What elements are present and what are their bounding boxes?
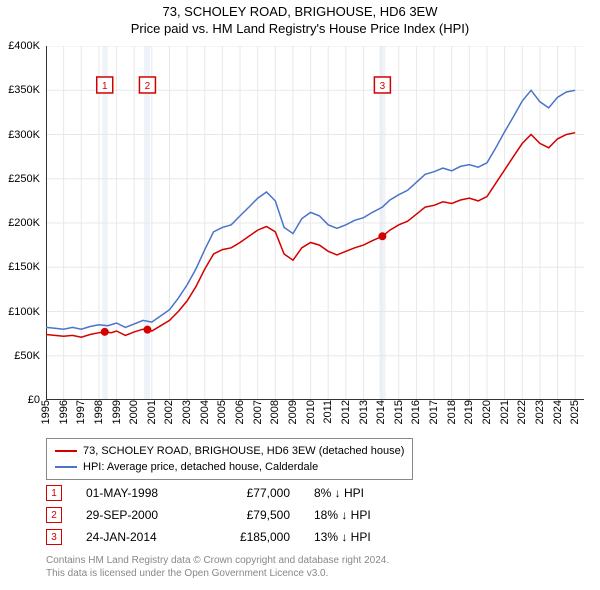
transaction-marker-box: 3 (46, 529, 62, 545)
legend-swatch-price-paid (55, 450, 77, 452)
x-tick-label: 2007 (252, 400, 264, 424)
y-tick-label: £100K (8, 306, 40, 318)
transaction-price: £79,500 (210, 508, 290, 522)
transactions-table: 1 01-MAY-1998 £77,000 8% ↓ HPI 2 29-SEP-2000 £… (46, 482, 424, 548)
y-tick-label: £0 (28, 394, 40, 406)
svg-text:3: 3 (380, 81, 386, 92)
y-tick-label: £50K (14, 350, 40, 362)
chart-svg: 1 2 3 (46, 46, 584, 400)
attribution-line1: Contains HM Land Registry data © Crown c… (46, 554, 389, 567)
x-tick-label: 2006 (234, 400, 246, 424)
x-tick-label: 2023 (534, 400, 546, 424)
x-tick-label: 1997 (75, 400, 87, 424)
x-tick-label: 1996 (58, 400, 70, 424)
x-tick-label: 2001 (146, 400, 158, 424)
x-tick-label: 2003 (181, 400, 193, 424)
x-tick-label: 2011 (322, 400, 334, 424)
legend-box: 73, SCHOLEY ROAD, BRIGHOUSE, HD6 3EW (de… (46, 438, 413, 480)
transaction-price: £77,000 (210, 486, 290, 500)
y-tick-label: £400K (8, 40, 40, 52)
y-tick-label: £300K (8, 129, 40, 141)
attribution-text: Contains HM Land Registry data © Crown c… (46, 554, 389, 580)
x-tick-label: 2008 (269, 400, 281, 424)
title-subtitle: Price paid vs. HM Land Registry's House … (0, 21, 600, 36)
title-block: 73, SCHOLEY ROAD, BRIGHOUSE, HD6 3EW Pri… (0, 0, 600, 36)
x-tick-label: 2014 (375, 400, 387, 424)
x-tick-label: 2000 (128, 400, 140, 424)
x-tick-label: 2017 (428, 400, 440, 424)
x-tick-label: 2009 (287, 400, 299, 424)
transaction-date: 29-SEP-2000 (86, 508, 186, 522)
transaction-delta: 13% ↓ HPI (314, 530, 424, 544)
x-tick-label: 2025 (569, 400, 581, 424)
legend-item-hpi: HPI: Average price, detached house, Cald… (55, 459, 404, 475)
transaction-marker-box: 1 (46, 485, 62, 501)
transaction-row: 2 29-SEP-2000 £79,500 18% ↓ HPI (46, 504, 424, 526)
chart-container: 73, SCHOLEY ROAD, BRIGHOUSE, HD6 3EW Pri… (0, 0, 600, 590)
chart-plot-area: 1 2 3 (46, 46, 584, 400)
legend-swatch-hpi (55, 466, 77, 468)
transaction-price: £185,000 (210, 530, 290, 544)
x-tick-label: 2004 (199, 400, 211, 424)
svg-text:1: 1 (102, 81, 108, 92)
x-tick-label: 1998 (93, 400, 105, 424)
x-tick-label: 2020 (481, 400, 493, 424)
transaction-date: 01-MAY-1998 (86, 486, 186, 500)
x-tick-label: 2010 (305, 400, 317, 424)
x-tick-label: 2021 (499, 400, 511, 424)
transaction-date: 24-JAN-2014 (86, 530, 186, 544)
transaction-marker-box: 2 (46, 507, 62, 523)
x-tick-label: 2013 (358, 400, 370, 424)
y-tick-label: £150K (8, 261, 40, 273)
x-tick-label: 2018 (446, 400, 458, 424)
x-tick-label: 2002 (163, 400, 175, 424)
x-tick-label: 2005 (216, 400, 228, 424)
y-tick-label: £350K (8, 84, 40, 96)
x-tick-label: 2012 (340, 400, 352, 424)
x-tick-label: 2015 (393, 400, 405, 424)
attribution-line2: This data is licensed under the Open Gov… (46, 567, 389, 580)
transaction-row: 3 24-JAN-2014 £185,000 13% ↓ HPI (46, 526, 424, 548)
x-axis-labels: 1995199619971998199920002001200220032004… (46, 400, 584, 442)
y-tick-label: £250K (8, 173, 40, 185)
x-tick-label: 1999 (111, 400, 123, 424)
svg-text:2: 2 (145, 81, 151, 92)
legend-item-price-paid: 73, SCHOLEY ROAD, BRIGHOUSE, HD6 3EW (de… (55, 443, 404, 459)
x-tick-label: 2019 (463, 400, 475, 424)
transaction-delta: 18% ↓ HPI (314, 508, 424, 522)
x-tick-label: 2022 (516, 400, 528, 424)
x-tick-label: 1995 (40, 400, 52, 424)
x-tick-label: 2016 (410, 400, 422, 424)
y-axis-labels: £0£50K£100K£150K£200K£250K£300K£350K£400… (0, 46, 44, 400)
legend-label-price-paid: 73, SCHOLEY ROAD, BRIGHOUSE, HD6 3EW (de… (83, 443, 404, 459)
transaction-delta: 8% ↓ HPI (314, 486, 424, 500)
y-tick-label: £200K (8, 217, 40, 229)
legend-label-hpi: HPI: Average price, detached house, Cald… (83, 459, 318, 475)
title-address: 73, SCHOLEY ROAD, BRIGHOUSE, HD6 3EW (0, 4, 600, 19)
transaction-row: 1 01-MAY-1998 £77,000 8% ↓ HPI (46, 482, 424, 504)
x-tick-label: 2024 (552, 400, 564, 424)
